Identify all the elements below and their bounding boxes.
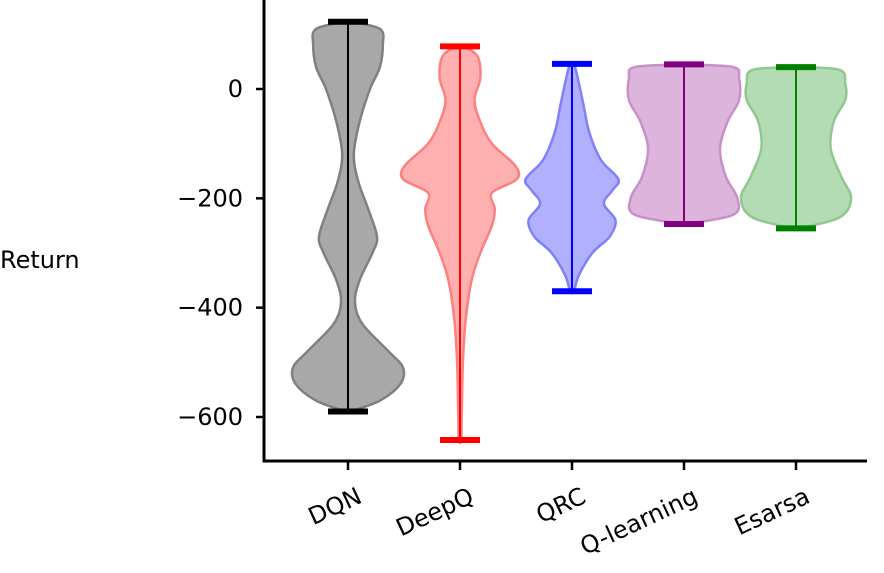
violin-q-learning: [626, 61, 742, 228]
y-tick-label: 0: [228, 75, 243, 103]
violins-group: [290, 18, 853, 445]
violin-deepq: [399, 43, 521, 445]
axes-group: [262, 0, 867, 463]
violin-qrc: [523, 60, 621, 295]
x-tick-label: DQN: [304, 482, 366, 531]
violin-esarsa: [739, 64, 853, 232]
x-tick-label: Q-learning: [576, 482, 702, 561]
y-axis-label: Return: [0, 246, 80, 274]
y-tick-label: −400: [177, 294, 243, 322]
x-tick-label: QRC: [532, 482, 590, 529]
y-tick-label: −200: [177, 184, 243, 212]
violin-dqn: [290, 18, 406, 415]
y-tick-label: −600: [177, 403, 243, 431]
y-ticks-group: 0 −200 −400 −600: [177, 75, 264, 431]
x-tick-label: Esarsa: [730, 482, 814, 541]
x-tick-label: DeepQ: [392, 482, 478, 542]
